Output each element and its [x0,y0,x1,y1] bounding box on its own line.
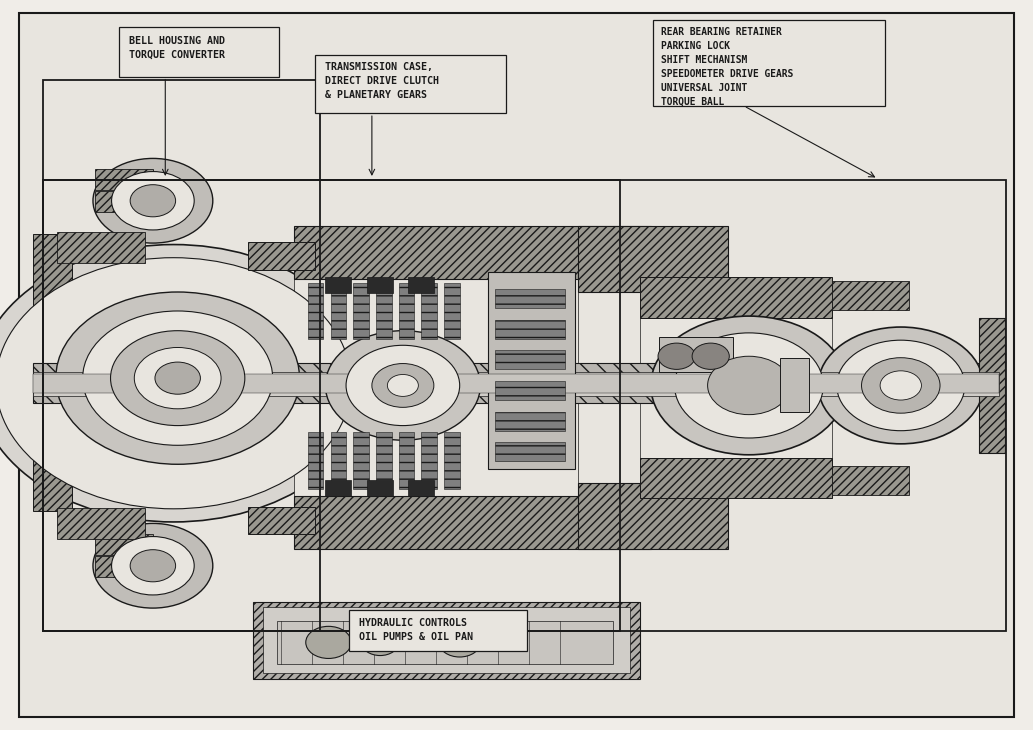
Bar [43,180,1006,631]
Text: HYDRAULIC CONTROLS
OIL PUMPS & OIL PAN: HYDRAULIC CONTROLS OIL PUMPS & OIL PAN [359,618,473,642]
Circle shape [112,172,194,230]
Bar [367,480,393,496]
Bar [659,337,733,372]
Circle shape [0,245,370,522]
Bar [780,358,809,412]
Circle shape [651,316,847,455]
Circle shape [306,626,351,658]
Bar [979,318,1005,453]
Bar [253,602,640,679]
Bar [488,272,575,469]
Bar [367,277,393,293]
Bar [57,232,145,263]
Bar [43,180,620,631]
Bar [640,277,832,318]
Bar [325,480,351,496]
Circle shape [658,343,695,369]
Bar [421,432,437,489]
Text: BELL HOUSING AND
TORQUE CONVERTER: BELL HOUSING AND TORQUE CONVERTER [129,36,225,60]
Circle shape [111,331,245,426]
Bar [325,277,351,293]
Circle shape [372,364,434,407]
Bar [408,277,434,293]
Bar [349,610,527,651]
Circle shape [0,258,351,509]
Bar [95,534,153,555]
Circle shape [862,358,940,413]
Bar [444,432,460,489]
Circle shape [93,523,213,608]
Bar [495,442,565,461]
Circle shape [880,371,921,400]
Bar [376,283,392,339]
Bar [832,281,909,310]
Bar [353,432,369,489]
Bar [33,372,999,396]
Circle shape [387,374,418,396]
Bar [119,27,279,77]
Bar [33,234,72,511]
Circle shape [155,362,200,394]
Bar [578,483,728,549]
Bar [33,374,999,393]
Text: REAR BEARING RETAINER
PARKING LOCK
SHIFT MECHANISM
SPEEDOMETER DRIVE GEARS
UNIVE: REAR BEARING RETAINER PARKING LOCK SHIFT… [661,27,793,107]
Circle shape [675,333,823,438]
Bar [495,412,565,431]
Circle shape [708,356,790,415]
Bar [399,283,414,339]
Bar [353,283,369,339]
Circle shape [818,327,983,444]
Circle shape [134,347,221,409]
Bar [33,363,999,403]
Circle shape [130,185,176,217]
Circle shape [83,311,273,445]
Bar [640,318,832,458]
Circle shape [837,340,965,431]
Bar [294,279,651,496]
Bar [308,283,323,339]
Bar [495,350,565,369]
Circle shape [692,343,729,369]
Bar [57,508,145,539]
Circle shape [56,292,300,464]
Circle shape [93,158,213,243]
Text: TRANSMISSION CASE,
DIRECT DRIVE CLUTCH
& PLANETARY GEARS: TRANSMISSION CASE, DIRECT DRIVE CLUTCH &… [325,62,439,100]
Bar [248,507,315,534]
Bar [376,432,392,489]
Bar [578,226,728,292]
Circle shape [325,331,480,440]
Bar [277,620,613,664]
Bar [95,169,153,190]
Bar [832,466,909,495]
Bar [408,480,434,496]
Circle shape [130,550,176,582]
Bar [315,55,506,113]
Bar [248,242,315,270]
Bar [263,607,630,673]
Bar [308,432,323,489]
Circle shape [439,628,480,657]
Bar [399,432,414,489]
Bar [495,381,565,400]
Bar [95,556,153,577]
Bar [331,283,346,339]
Bar [331,432,346,489]
Circle shape [362,629,399,656]
Circle shape [112,537,194,595]
Bar [578,292,728,483]
Bar [495,289,565,308]
Bar [495,320,565,339]
Bar [444,283,460,339]
Circle shape [346,345,460,426]
Bar [421,283,437,339]
Bar [653,20,885,106]
Bar [95,191,153,212]
Bar [43,80,320,631]
Bar [294,496,651,549]
Bar [640,458,832,498]
Bar [294,226,651,279]
